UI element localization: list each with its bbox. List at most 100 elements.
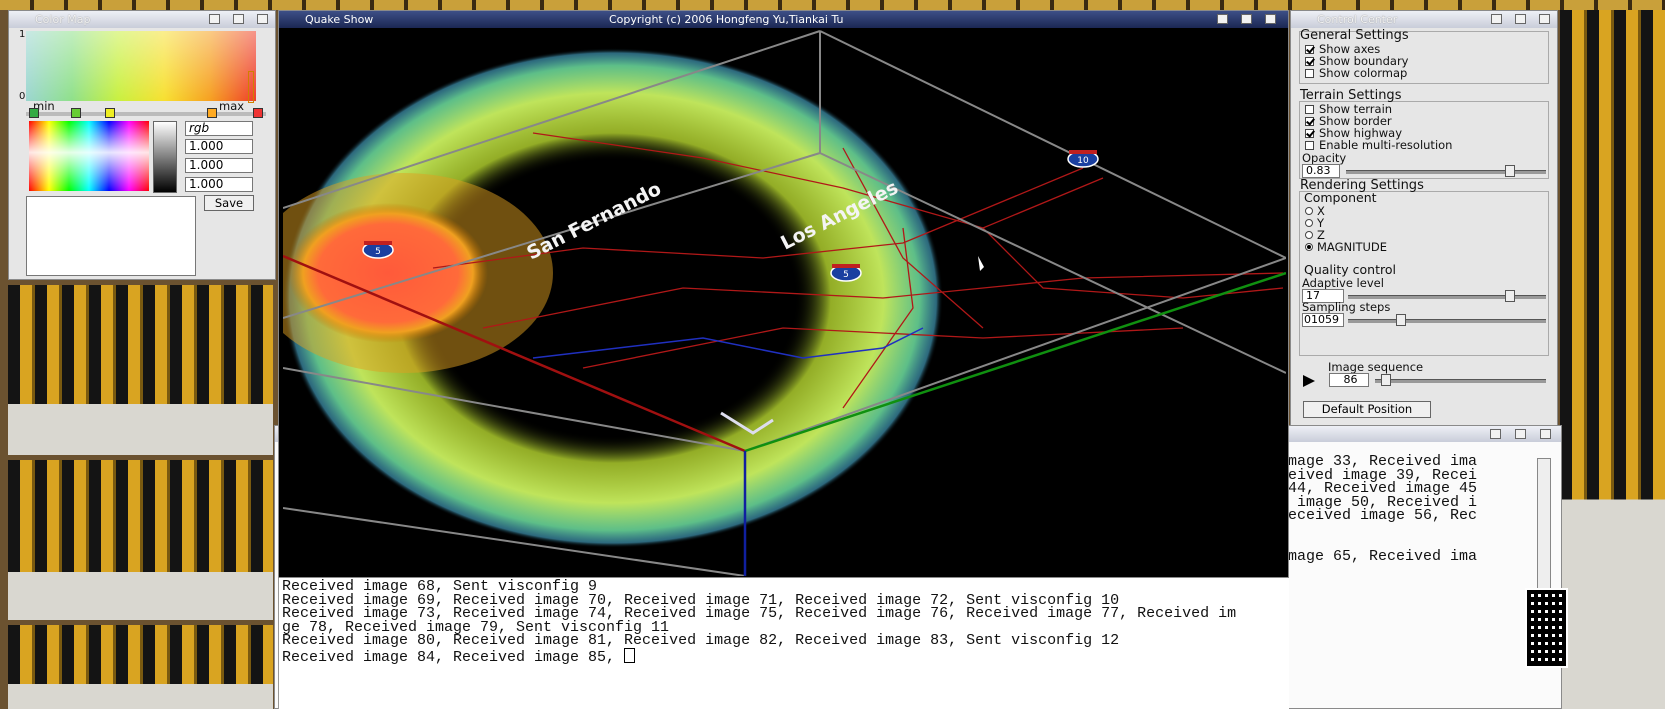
option-label: X: [1317, 204, 1325, 218]
save-button[interactable]: Save: [204, 195, 254, 211]
axis-label: 0: [19, 91, 26, 102]
button-label: Default Position: [1321, 402, 1413, 416]
check-mark: [1306, 128, 1315, 138]
console-line: eived image 39, Recei: [1288, 466, 1478, 484]
field-label: Component: [1304, 190, 1377, 205]
picker-shade: [29, 121, 149, 191]
shield-top: [1069, 150, 1097, 154]
maximize[interactable]: [1241, 14, 1252, 24]
option-label: Z: [1317, 228, 1325, 242]
colormap-gradient: [26, 31, 256, 103]
console-line: eceived image 56, Rec: [1288, 507, 1478, 525]
field-label: Adaptive level: [1302, 276, 1384, 290]
option-label: Show border: [1319, 114, 1392, 128]
checkbox[interactable]: [1305, 69, 1314, 78]
cursor: [978, 256, 984, 271]
field-label: Sampling steps: [1302, 300, 1391, 314]
control-window: Control Center General Settings Terrain …: [1290, 10, 1558, 426]
color-picker[interactable]: [29, 121, 149, 191]
close[interactable]: [1540, 429, 1551, 439]
default-position-button[interactable]: Default Position: [1303, 401, 1431, 418]
radio[interactable]: [1305, 219, 1313, 227]
max-label: max: [219, 99, 245, 113]
title-bar: Quake Show Copyright (c) 2006 Hongfeng Y…: [279, 11, 1288, 28]
minimize[interactable]: [1491, 14, 1502, 24]
value-bar[interactable]: [153, 121, 177, 193]
marker[interactable]: [207, 108, 217, 118]
window-title: Control Center: [1317, 13, 1398, 26]
section-heading: Terrain Settings: [1300, 88, 1402, 103]
background: [0, 0, 1665, 10]
radio[interactable]: [1305, 207, 1313, 215]
maximize[interactable]: [1515, 429, 1526, 439]
option-label: MAGNITUDE: [1317, 240, 1388, 254]
aircraft: [720, 411, 774, 435]
console-line: Received image 69, Received image 70, Re…: [282, 591, 1120, 609]
marker[interactable]: [29, 108, 39, 118]
checkbox[interactable]: [1305, 56, 1315, 66]
photo: [8, 460, 273, 620]
check-mark: [1306, 44, 1315, 54]
axes: [283, 254, 1286, 576]
play-button[interactable]: [1303, 375, 1315, 387]
console-line: image 50, Received i: [1288, 493, 1478, 511]
window-title: Color Map: [35, 13, 91, 26]
button-label: Save: [214, 196, 244, 210]
field-value: 86: [1343, 373, 1358, 386]
shield-number: 10: [1077, 156, 1089, 166]
checkbox[interactable]: [1305, 116, 1315, 126]
marker[interactable]: [253, 108, 263, 118]
adaptive-field[interactable]: 17: [1302, 289, 1344, 303]
mode-select[interactable]: rgb: [185, 121, 253, 136]
text-area[interactable]: [26, 196, 196, 276]
slider-track: [1346, 170, 1546, 174]
value-field[interactable]: 1.000: [185, 177, 253, 192]
minimize[interactable]: [209, 14, 220, 24]
radio[interactable]: [1305, 243, 1313, 251]
maximize[interactable]: [233, 14, 244, 24]
checkbox[interactable]: [1305, 44, 1315, 54]
maximize[interactable]: [1515, 14, 1526, 24]
field-label: Opacity: [1302, 151, 1347, 165]
qr-pattern: [1527, 590, 1566, 666]
slider-thumb[interactable]: [1381, 374, 1391, 386]
group-box: [1299, 191, 1549, 356]
opacity-field[interactable]: 0.83: [1302, 164, 1340, 178]
radio[interactable]: [1305, 231, 1313, 239]
slider-thumb[interactable]: [1505, 290, 1515, 302]
wavefront: [283, 48, 943, 548]
console-line: ge 78, Received image 79, Sent visconfig…: [282, 618, 670, 636]
option-label: Show highway: [1319, 126, 1403, 140]
close[interactable]: [257, 14, 268, 24]
title-bar: Control Center: [1291, 11, 1557, 28]
shield-top: [832, 264, 860, 268]
close[interactable]: [1265, 14, 1276, 24]
value-field[interactable]: 1.000: [185, 139, 253, 154]
checkbox[interactable]: [1305, 105, 1314, 114]
checkbox[interactable]: [1305, 128, 1315, 138]
cursor: [624, 648, 636, 663]
sampling-field[interactable]: 01059: [1302, 313, 1344, 327]
marker[interactable]: [71, 108, 81, 118]
coastline: [532, 327, 924, 359]
minimize[interactable]: [1490, 429, 1501, 439]
close[interactable]: [1539, 14, 1550, 24]
minimize[interactable]: [1217, 14, 1228, 24]
slider-thumb[interactable]: [1505, 165, 1515, 177]
radio-dot: [1307, 245, 1311, 249]
checkbox[interactable]: [1305, 141, 1314, 150]
field-value: 17: [1306, 289, 1320, 302]
viewer-window: Quake Show Copyright (c) 2006 Hongfeng Y…: [278, 10, 1289, 578]
marker[interactable]: [105, 108, 115, 118]
section-heading: Rendering Settings: [1300, 178, 1424, 193]
value-field[interactable]: 1.000: [185, 158, 253, 173]
marker-track: [26, 112, 266, 116]
axis-label: 1: [19, 29, 26, 40]
slider-track: [1348, 295, 1546, 299]
sequence-field[interactable]: 86: [1329, 373, 1369, 387]
field-label: Quality control: [1304, 262, 1396, 277]
slider-thumb[interactable]: [1396, 314, 1406, 326]
console-line: Received image 84, Received image 85,: [282, 648, 636, 665]
